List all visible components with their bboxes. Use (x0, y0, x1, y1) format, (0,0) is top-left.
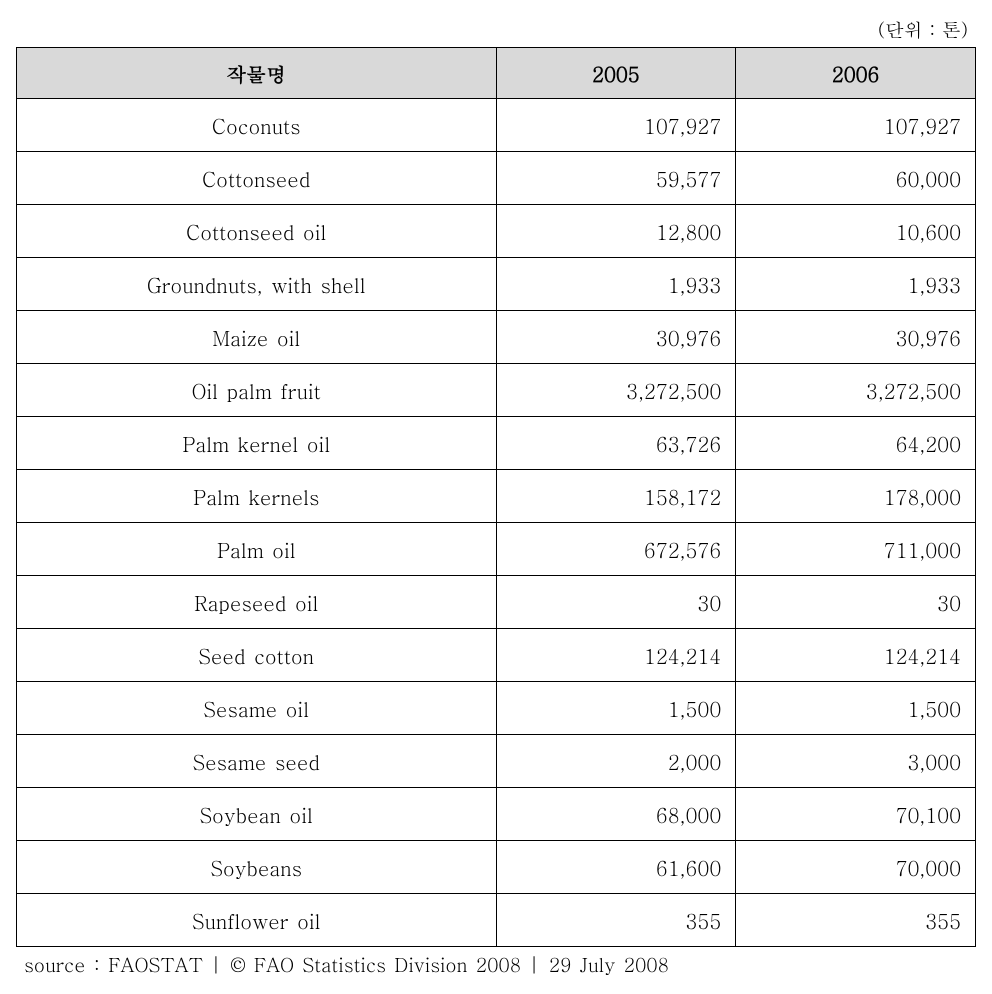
cell-2005: 63,726 (496, 417, 736, 470)
cell-2006: 64,200 (736, 417, 976, 470)
source-line: source : FAOSTAT | © FAO Statistics Divi… (16, 951, 976, 978)
cell-name: Palm oil (17, 523, 497, 576)
table-row: Sunflower oil355355 (17, 894, 976, 947)
cell-2006: 70,100 (736, 788, 976, 841)
cell-2006: 30 (736, 576, 976, 629)
cell-name: Maize oil (17, 311, 497, 364)
cell-name: Seed cotton (17, 629, 497, 682)
table-row: Sesame oil1,5001,500 (17, 682, 976, 735)
cell-2006: 10,600 (736, 205, 976, 258)
cell-name: Coconuts (17, 99, 497, 152)
unit-label: (단위 : 톤) (16, 16, 976, 43)
table-row: Sesame seed2,0003,000 (17, 735, 976, 788)
cell-name: Cottonseed (17, 152, 497, 205)
table-body: Coconuts107,927107,927Cottonseed59,57760… (17, 99, 976, 947)
table-row: Coconuts107,927107,927 (17, 99, 976, 152)
table-row: Maize oil30,97630,976 (17, 311, 976, 364)
cell-2005: 30 (496, 576, 736, 629)
cell-2006: 178,000 (736, 470, 976, 523)
table-row: Cottonseed59,57760,000 (17, 152, 976, 205)
table-row: Groundnuts, with shell1,9331,933 (17, 258, 976, 311)
cell-2006: 30,976 (736, 311, 976, 364)
cell-name: Soybean oil (17, 788, 497, 841)
cell-2006: 1,933 (736, 258, 976, 311)
table-row: Seed cotton124,214124,214 (17, 629, 976, 682)
cell-name: Sunflower oil (17, 894, 497, 947)
cell-2005: 124,214 (496, 629, 736, 682)
cell-2006: 1,500 (736, 682, 976, 735)
cell-2005: 107,927 (496, 99, 736, 152)
cell-2006: 711,000 (736, 523, 976, 576)
table-header-row: 작물명 2005 2006 (17, 48, 976, 99)
cell-2005: 2,000 (496, 735, 736, 788)
cell-name: Groundnuts, with shell (17, 258, 497, 311)
col-header-name: 작물명 (17, 48, 497, 99)
table-row: Palm kernel oil63,72664,200 (17, 417, 976, 470)
cell-name: Sesame seed (17, 735, 497, 788)
cell-name: Soybeans (17, 841, 497, 894)
cell-2006: 3,000 (736, 735, 976, 788)
cell-2005: 68,000 (496, 788, 736, 841)
cell-2006: 60,000 (736, 152, 976, 205)
cell-name: Rapeseed oil (17, 576, 497, 629)
cell-2006: 70,000 (736, 841, 976, 894)
cell-2006: 355 (736, 894, 976, 947)
col-header-2005: 2005 (496, 48, 736, 99)
cell-name: Cottonseed oil (17, 205, 497, 258)
cell-2005: 1,500 (496, 682, 736, 735)
table-row: Rapeseed oil3030 (17, 576, 976, 629)
cell-name: Sesame oil (17, 682, 497, 735)
cell-2005: 3,272,500 (496, 364, 736, 417)
table-row: Palm oil672,576711,000 (17, 523, 976, 576)
cell-2005: 61,600 (496, 841, 736, 894)
cell-name: Palm kernel oil (17, 417, 497, 470)
cell-2006: 107,927 (736, 99, 976, 152)
cell-2005: 1,933 (496, 258, 736, 311)
table-row: Cottonseed oil12,80010,600 (17, 205, 976, 258)
table-row: Soybean oil68,00070,100 (17, 788, 976, 841)
cell-2005: 672,576 (496, 523, 736, 576)
data-table: 작물명 2005 2006 Coconuts107,927107,927Cott… (16, 47, 976, 947)
table-row: Soybeans61,60070,000 (17, 841, 976, 894)
cell-2005: 158,172 (496, 470, 736, 523)
cell-2005: 30,976 (496, 311, 736, 364)
cell-2005: 355 (496, 894, 736, 947)
cell-2005: 12,800 (496, 205, 736, 258)
cell-2005: 59,577 (496, 152, 736, 205)
table-row: Oil palm fruit3,272,5003,272,500 (17, 364, 976, 417)
table-row: Palm kernels158,172178,000 (17, 470, 976, 523)
col-header-2006: 2006 (736, 48, 976, 99)
cell-2006: 124,214 (736, 629, 976, 682)
cell-name: Oil palm fruit (17, 364, 497, 417)
cell-2006: 3,272,500 (736, 364, 976, 417)
cell-name: Palm kernels (17, 470, 497, 523)
